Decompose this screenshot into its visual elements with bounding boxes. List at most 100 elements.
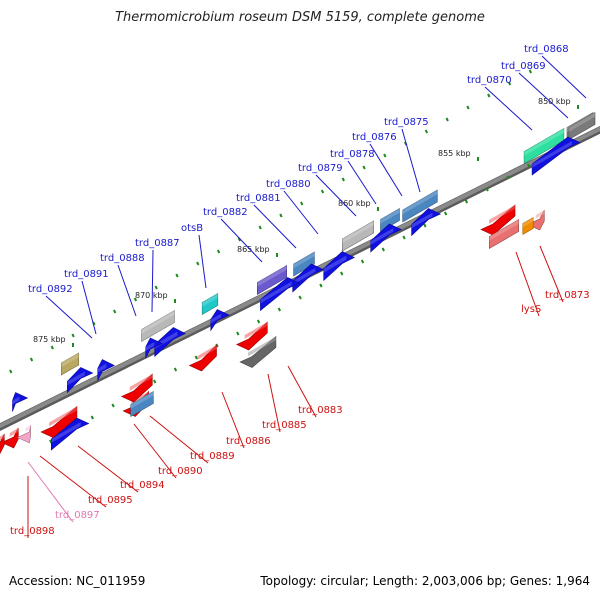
gc-tick bbox=[9, 369, 13, 374]
gc-tick bbox=[71, 333, 75, 338]
gene-forward-block[interactable] bbox=[370, 223, 403, 253]
gene-reverse-trd_0886[interactable] bbox=[188, 344, 217, 372]
label-trd_0898[interactable]: trd_0898 bbox=[10, 476, 55, 538]
gene-forward-trd_0891[interactable] bbox=[97, 359, 115, 381]
svg-text:trd_0879: trd_0879 bbox=[298, 163, 343, 174]
label-trd_0881[interactable]: trd_0881 bbox=[236, 193, 297, 249]
gene-reverse-lysS[interactable] bbox=[480, 204, 516, 236]
gene-reverse-trd_0890[interactable] bbox=[120, 373, 153, 403]
gene-forward-otsB[interactable] bbox=[201, 292, 219, 316]
svg-text:trd_0882: trd_0882 bbox=[203, 207, 248, 218]
gene-reverse-trd_0894[interactable] bbox=[40, 405, 78, 438]
gc-tick bbox=[445, 117, 449, 122]
gc-tick bbox=[444, 211, 448, 216]
gene-forward-trd_0882[interactable] bbox=[256, 264, 288, 296]
svg-text:trd_0881: trd_0881 bbox=[236, 193, 281, 204]
gc-tick bbox=[194, 355, 198, 360]
gene-forward-block[interactable] bbox=[12, 392, 29, 412]
gene-forward-block[interactable] bbox=[210, 309, 230, 332]
gene-forward-trd_0880[interactable] bbox=[323, 251, 355, 282]
gc-tick bbox=[113, 309, 117, 314]
label-trd_0883[interactable]: trd_0883 bbox=[287, 365, 343, 418]
gc-tick bbox=[256, 319, 261, 324]
gc-tick bbox=[237, 237, 242, 242]
svg-text:trd_0869: trd_0869 bbox=[501, 61, 546, 72]
label-trd_0889[interactable]: trd_0889 bbox=[149, 415, 235, 464]
gc-tick bbox=[154, 285, 158, 290]
gene-forward-trd_0875[interactable] bbox=[402, 189, 438, 223]
gene-reverse-trd_0883[interactable] bbox=[239, 335, 277, 368]
svg-text:trd_0887: trd_0887 bbox=[135, 238, 180, 249]
gc-tick bbox=[50, 345, 54, 350]
svg-text:trd_0898: trd_0898 bbox=[10, 526, 55, 537]
gene-reverse-trd_0898[interactable] bbox=[0, 433, 5, 455]
label-trd_0888[interactable]: trd_0888 bbox=[100, 253, 145, 317]
label-trd_0887[interactable]: trd_0887 bbox=[135, 238, 180, 313]
svg-text:trd_0875: trd_0875 bbox=[384, 117, 429, 128]
gc-tick bbox=[215, 343, 219, 348]
gene-forward-block[interactable] bbox=[260, 277, 301, 312]
gene-reverse-trd_0897[interactable] bbox=[16, 424, 31, 444]
gc-tick bbox=[383, 153, 387, 158]
label-trd_0894[interactable]: trd_0894 bbox=[77, 445, 165, 493]
gc-tick bbox=[340, 271, 344, 276]
gene-reverse-block[interactable] bbox=[130, 390, 154, 418]
genome-stats-text: Topology: circular; Length: 2,003,006 bp… bbox=[260, 574, 590, 588]
svg-text:trd_0873: trd_0873 bbox=[545, 290, 590, 301]
label-trd_0873[interactable]: trd_0873 bbox=[539, 245, 590, 303]
svg-text:trd_0885: trd_0885 bbox=[262, 420, 307, 431]
gene-forward-trd_0876[interactable] bbox=[380, 207, 400, 233]
ruler-label: 855 kbp bbox=[438, 149, 471, 158]
gene-forward-trd_0879[interactable] bbox=[342, 220, 374, 252]
label-trd_0869[interactable]: trd_0869 bbox=[501, 61, 569, 119]
gene-reverse-block[interactable] bbox=[488, 218, 520, 250]
label-trd_0897[interactable]: trd_0897 bbox=[27, 461, 100, 523]
svg-text:trd_0888: trd_0888 bbox=[100, 253, 145, 264]
gc-tick bbox=[507, 81, 512, 86]
gene-forward-trd_0892[interactable] bbox=[60, 352, 79, 376]
svg-text:trd_0878: trd_0878 bbox=[330, 149, 375, 160]
label-trd_0870[interactable]: trd_0870 bbox=[467, 75, 533, 131]
gc-tick bbox=[298, 295, 302, 300]
svg-text:trd_0883: trd_0883 bbox=[298, 405, 343, 416]
gc-tick bbox=[485, 187, 489, 192]
label-trd_0882[interactable]: trd_0882 bbox=[203, 207, 263, 263]
gc-tick bbox=[300, 201, 304, 206]
svg-text:trd_0868: trd_0868 bbox=[524, 44, 569, 55]
label-trd_0895[interactable]: trd_0895 bbox=[39, 455, 133, 508]
gc-tick bbox=[216, 249, 221, 254]
gene-reverse-block[interactable] bbox=[522, 216, 534, 236]
gc-tick bbox=[173, 367, 178, 372]
svg-text:trd_0890: trd_0890 bbox=[158, 466, 203, 477]
gene-forward-block[interactable] bbox=[145, 337, 164, 359]
label-otsB[interactable]: otsB bbox=[181, 223, 207, 289]
label-trd_0879[interactable]: trd_0879 bbox=[298, 163, 357, 217]
gene-forward-trd_0881[interactable] bbox=[293, 251, 315, 277]
label-trd_0885[interactable]: trd_0885 bbox=[262, 373, 307, 433]
svg-text:trd_0870: trd_0870 bbox=[467, 75, 512, 86]
gene-forward-block[interactable] bbox=[531, 136, 581, 176]
svg-text:trd_0876: trd_0876 bbox=[352, 132, 397, 143]
label-trd_0878[interactable]: trd_0878 bbox=[330, 149, 377, 205]
gene-forward-block[interactable] bbox=[411, 208, 442, 237]
label-trd_0886[interactable]: trd_0886 bbox=[221, 391, 271, 449]
label-trd_0890[interactable]: trd_0890 bbox=[133, 423, 203, 479]
gene-forward-block[interactable] bbox=[292, 263, 325, 293]
label-trd_0875[interactable]: trd_0875 bbox=[384, 117, 429, 193]
label-trd_0876[interactable]: trd_0876 bbox=[352, 132, 403, 197]
label-trd_0880[interactable]: trd_0880 bbox=[266, 179, 319, 235]
gene-forward-trd_0887[interactable] bbox=[141, 309, 175, 343]
gc-tick bbox=[527, 163, 531, 168]
ruler-label: 850 kbp bbox=[538, 97, 571, 106]
label-trd_0868[interactable]: trd_0868 bbox=[524, 44, 587, 99]
label-trd_0891[interactable]: trd_0891 bbox=[64, 269, 109, 335]
gene-reverse-trd_0885[interactable] bbox=[235, 321, 268, 351]
gene-forward-trd_0869[interactable] bbox=[568, 111, 596, 141]
gene-forward-block[interactable] bbox=[67, 367, 94, 394]
gc-tick bbox=[90, 415, 94, 420]
label-lysS[interactable]: lysS bbox=[515, 251, 541, 317]
gc-tick bbox=[277, 307, 282, 312]
gc-tick bbox=[153, 379, 157, 384]
label-trd_0892[interactable]: trd_0892 bbox=[28, 284, 93, 339]
